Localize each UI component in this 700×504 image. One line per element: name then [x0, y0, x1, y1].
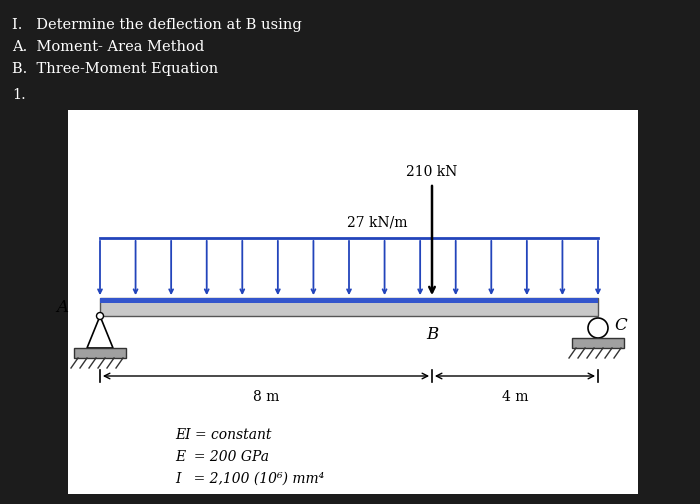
Text: 8 m: 8 m: [253, 390, 279, 404]
Text: EI = constant: EI = constant: [175, 428, 272, 442]
Text: 210 kN: 210 kN: [406, 165, 458, 179]
Text: I   = 2,100 (10⁶) mm⁴: I = 2,100 (10⁶) mm⁴: [175, 472, 324, 486]
Text: A.  Moment- Area Method: A. Moment- Area Method: [12, 40, 204, 54]
FancyBboxPatch shape: [100, 298, 598, 303]
Text: 1.: 1.: [12, 88, 26, 102]
Text: 27 kN/m: 27 kN/m: [346, 216, 407, 230]
Text: B: B: [426, 326, 438, 343]
Text: B.  Three-Moment Equation: B. Three-Moment Equation: [12, 62, 218, 76]
Text: C: C: [614, 318, 626, 335]
FancyBboxPatch shape: [572, 338, 624, 348]
Text: A: A: [56, 298, 68, 316]
Polygon shape: [87, 316, 113, 348]
FancyBboxPatch shape: [100, 298, 598, 316]
FancyBboxPatch shape: [68, 110, 638, 494]
Circle shape: [588, 318, 608, 338]
FancyBboxPatch shape: [74, 348, 126, 358]
Text: 4 m: 4 m: [502, 390, 528, 404]
Text: I.   Determine the deflection at B using: I. Determine the deflection at B using: [12, 18, 302, 32]
Text: E  = 200 GPa: E = 200 GPa: [175, 450, 269, 464]
Circle shape: [97, 312, 104, 320]
